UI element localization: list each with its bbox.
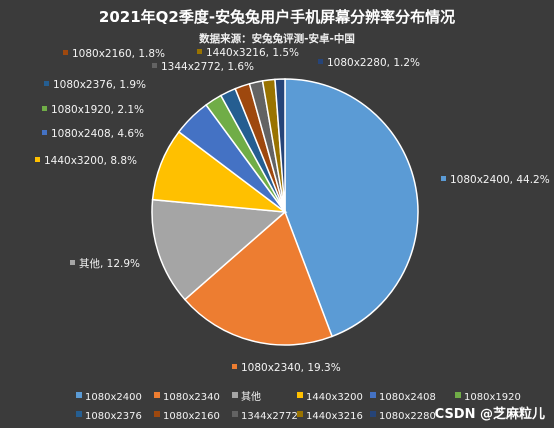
slice-label-marker (35, 157, 40, 162)
legend-label: 其他 (241, 390, 261, 403)
slice-label: 1080x1920, 2.1% (42, 104, 144, 116)
legend-item: 1080x2376 (76, 411, 142, 422)
slice-label: 1080x2376, 1.9% (44, 79, 146, 91)
slice-label-text: 1080x2160, 1.8% (72, 48, 165, 60)
legend-label: 1080x2376 (85, 411, 142, 422)
slice-label-marker (42, 130, 47, 135)
legend-item: 1344x2772 (232, 411, 298, 422)
legend-swatch (76, 411, 82, 417)
pie-slice (183, 210, 334, 346)
slice-labels: 1080x2400, 44.2% 1080x2340, 19.3% 其他, 12.9… (35, 47, 550, 374)
legend-item: 1080x2340 (154, 392, 220, 403)
slice-label-marker (70, 260, 75, 265)
slice-label-text: 1080x2340, 19.3% (241, 362, 341, 374)
slice-label: 1080x2280, 1.2% (318, 57, 420, 69)
legend-swatch (232, 411, 238, 417)
legend-swatch (455, 392, 461, 398)
slice-label-marker (42, 106, 47, 111)
slice-label-text: 1344x2772, 1.6% (161, 61, 254, 73)
legend-swatch (154, 392, 160, 398)
legend-label: 1080x2408 (379, 392, 436, 403)
legend-item: 1080x2160 (154, 411, 220, 422)
slice-label-marker (232, 364, 237, 369)
legend-swatch (154, 411, 160, 417)
slice-label: 1080x2400, 44.2% (441, 174, 550, 186)
legend-swatch (297, 392, 303, 398)
legend-label: 1080x2280 (379, 411, 436, 422)
slice-label: 其他, 12.9% (70, 257, 140, 270)
chart-title: 2021年Q2季度-安兔兔用户手机屏幕分辨率分布情况 (99, 8, 455, 26)
legend-item: 1080x2408 (370, 392, 436, 403)
legend-label: 1080x2400 (85, 392, 142, 403)
legend-label: 1440x3200 (306, 392, 363, 403)
slice-label-text: 1080x2400, 44.2% (450, 174, 550, 186)
slice-label-marker (318, 59, 323, 64)
pie-slice (284, 78, 419, 338)
slice-label-marker (152, 63, 157, 68)
legend-item: 1080x2400 (76, 392, 142, 403)
chart-subtitle: 数据来源：安兔兔评测-安卓-中国 (198, 32, 355, 45)
slice-label-text: 1440x3200, 8.8% (44, 155, 137, 167)
slice-label-marker (441, 176, 446, 181)
legend-label: 1080x1920 (464, 392, 521, 403)
slice-label: 1080x2340, 19.3% (232, 362, 341, 374)
slice-label: 1080x2408, 4.6% (42, 128, 144, 140)
slice-label-text: 1080x1920, 2.1% (51, 104, 144, 116)
legend-item: 1440x3216 (297, 411, 363, 422)
pie-slice (274, 78, 286, 213)
pie-slices (151, 78, 419, 346)
legend-swatch (370, 411, 376, 417)
legend-item: 1440x3200 (297, 392, 363, 403)
slice-label-text: 其他, 12.9% (79, 257, 140, 270)
legend-swatch (232, 392, 238, 398)
watermark: CSDN @芝麻粒儿 (435, 406, 545, 422)
slice-label-text: 1080x2408, 4.6% (51, 128, 144, 140)
legend-item: 1080x1920 (455, 392, 521, 403)
slice-label-text: 1080x2376, 1.9% (53, 79, 146, 91)
slice-label-marker (44, 81, 49, 86)
legend-label: 1344x2772 (241, 411, 298, 422)
legend-item: 1080x2280 (370, 411, 436, 422)
legend-label: 1440x3216 (306, 411, 363, 422)
legend-label: 1080x2340 (163, 392, 220, 403)
slice-label-marker (197, 49, 202, 54)
slice-label-text: 1080x2280, 1.2% (327, 57, 420, 69)
legend-swatch (297, 411, 303, 417)
slice-label: 1344x2772, 1.6% (152, 61, 254, 73)
slice-label: 1440x3200, 8.8% (35, 155, 137, 167)
slice-label: 1440x3216, 1.5% (197, 47, 299, 59)
legend-item: 其他 (232, 390, 261, 403)
pie-slice (151, 198, 287, 301)
legend-swatch (370, 392, 376, 398)
legend-swatch (76, 392, 82, 398)
slice-label: 1080x2160, 1.8% (63, 48, 165, 60)
legend-label: 1080x2160 (163, 411, 220, 422)
slice-label-text: 1440x3216, 1.5% (206, 47, 299, 59)
slice-label-marker (63, 50, 68, 55)
legend: 1080x2400 1080x2340 其他 1440x3200 1080x2408 10… (76, 390, 521, 422)
